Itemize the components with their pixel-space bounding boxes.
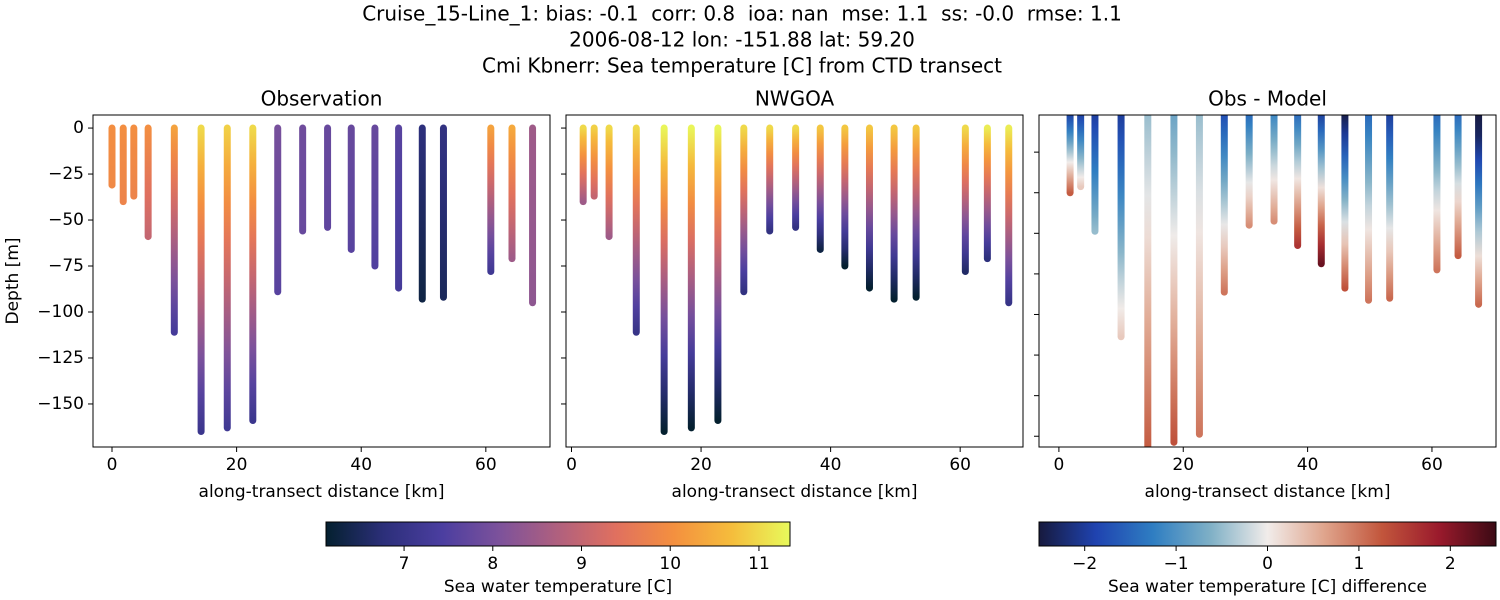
colorbar-tick-label: 2: [1445, 554, 1456, 574]
y-tick-label: 0: [73, 118, 84, 138]
colorbar-tick-label: 9: [576, 554, 587, 574]
panel-title: NWGOA: [755, 87, 835, 111]
plot-frame: [1038, 114, 1497, 448]
x-axis-label: along-transect distance [km]: [672, 482, 918, 502]
colorbar-label: Sea water temperature [C]: [444, 577, 672, 597]
x-tick-label: 20: [226, 455, 248, 475]
y-tick-label: −25: [48, 164, 84, 184]
x-tick-label: 60: [475, 455, 497, 475]
colorbar-tick-label: −1: [1164, 554, 1189, 574]
x-tick-label: 20: [1172, 455, 1194, 475]
plot-frame: [565, 114, 1024, 448]
colorbar-tick-label: 0: [1262, 554, 1273, 574]
colorbar-tick-label: 7: [399, 554, 410, 574]
colorbar-label: Sea water temperature [C] difference: [1108, 577, 1427, 597]
colorbar-tick-label: 1: [1353, 554, 1364, 574]
figure-title: Cruise_15-Line_1: bias: -0.1 corr: 0.8 i…: [362, 2, 1122, 26]
colorbar: [325, 521, 791, 547]
y-tick-label: −50: [48, 210, 84, 230]
x-tick-label: 0: [1053, 455, 1064, 475]
x-tick-label: 40: [820, 455, 842, 475]
x-tick-label: 60: [949, 455, 971, 475]
colorbar: [1038, 521, 1497, 547]
y-tick-label: −150: [37, 394, 84, 414]
colorbar-tick-label: 10: [659, 554, 681, 574]
figure-title: 2006-08-12 lon: -151.88 lat: 59.20: [569, 28, 915, 52]
y-tick-label: −75: [48, 256, 84, 276]
plot-frame: [92, 114, 551, 448]
casts: [108, 124, 537, 436]
x-tick-label: 40: [350, 455, 372, 475]
y-tick-label: −125: [37, 348, 84, 368]
panel-title: Obs - Model: [1208, 87, 1327, 111]
panel-title: Observation: [261, 87, 383, 111]
y-tick-label: −100: [37, 302, 84, 322]
x-tick-label: 0: [566, 455, 577, 475]
x-tick-label: 20: [690, 455, 712, 475]
figure-title: Cmi Kbnerr: Sea temperature [C] from CTD…: [482, 54, 1002, 78]
x-axis-label: along-transect distance [km]: [1145, 482, 1391, 502]
x-tick-label: 40: [1297, 455, 1319, 475]
colorbar-tick-label: 11: [748, 554, 770, 574]
casts: [1066, 115, 1483, 447]
y-axis-label: Depth [m]: [3, 237, 23, 324]
x-tick-label: 0: [107, 455, 118, 475]
colorbar-tick-label: 8: [487, 554, 498, 574]
colorbar-tick-label: −2: [1072, 554, 1097, 574]
casts: [579, 124, 1013, 436]
x-axis-label: along-transect distance [km]: [199, 482, 445, 502]
x-tick-label: 60: [1421, 455, 1443, 475]
